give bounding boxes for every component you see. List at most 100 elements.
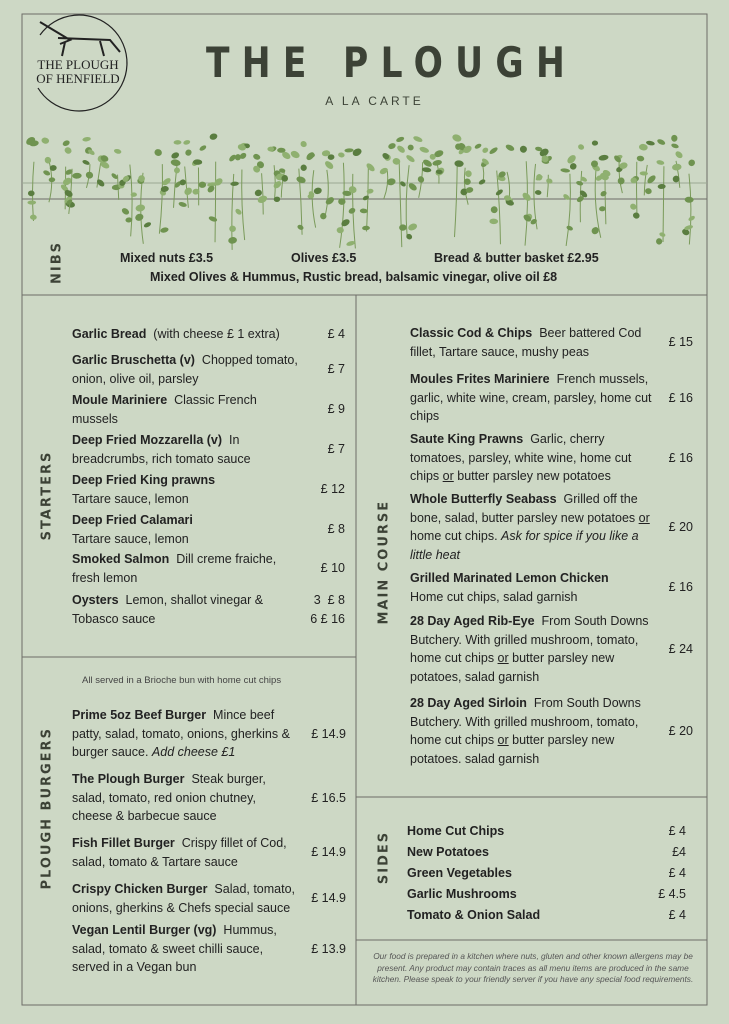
section-label: NIBS xyxy=(49,241,65,284)
item-price: £ 16.5 xyxy=(297,789,346,808)
leaf xyxy=(49,165,57,171)
title: THE PLOUGH xyxy=(205,38,578,87)
side-name: New Potatoes xyxy=(407,845,489,859)
leaf xyxy=(672,163,682,171)
leaf xyxy=(122,175,129,182)
leaf xyxy=(41,137,50,144)
vine xyxy=(339,162,345,248)
side-name: Tomato & Onion Salad xyxy=(407,908,541,922)
menu-item: Garlic Bread (with cheese £ 1 extra) £ 4 xyxy=(72,325,345,344)
leaf xyxy=(338,152,345,158)
leaf xyxy=(297,224,304,230)
leaf xyxy=(135,213,144,221)
leaf xyxy=(171,152,180,159)
vine xyxy=(546,174,549,198)
item-name: Deep Fried King prawns xyxy=(72,473,216,487)
item-text: Moules Frites Mariniere French mussels, … xyxy=(410,370,658,426)
leaf xyxy=(342,190,352,197)
leaf xyxy=(406,155,415,163)
item-desc: French mussels, garlic, white wine, crea… xyxy=(410,372,652,423)
leaf xyxy=(567,155,576,164)
leaf xyxy=(379,167,388,175)
leaf xyxy=(617,177,625,185)
desc-part: From South Downs Butchery. With grilled … xyxy=(410,696,641,747)
leaf xyxy=(522,192,531,201)
item-text: Garlic Bruschetta (v) Chopped tomato, on… xyxy=(72,351,304,388)
desc-part: Mince beef patty, salad, tomato, onions,… xyxy=(72,708,290,759)
leaf xyxy=(590,160,599,168)
leaf xyxy=(452,134,462,142)
item-desc: In breadcrumbs, rich tomato sauce xyxy=(72,433,251,466)
leaf xyxy=(344,148,354,153)
item-price: 3 £ 8 6 £ 16 xyxy=(304,591,345,628)
vine xyxy=(496,170,501,245)
leaf xyxy=(234,154,241,161)
leaf xyxy=(160,227,169,233)
leaf xyxy=(463,145,472,154)
item-price: £ 16 xyxy=(658,578,693,597)
leaf xyxy=(417,176,425,183)
item-name: Deep Fried Mozzarella (v) xyxy=(72,433,223,447)
leaf xyxy=(498,171,506,178)
leaf xyxy=(72,172,82,179)
price-line: 3 £ 8 xyxy=(313,593,345,607)
item-name: Garlic Bruschetta (v) xyxy=(72,353,195,367)
leaf xyxy=(43,170,51,176)
desc-part: Steak burger, salad, tomato, red onion c… xyxy=(72,772,266,823)
leaf xyxy=(490,206,498,214)
desc-part: (with cheese £ 1 extra) xyxy=(153,327,280,341)
leaf xyxy=(505,199,514,206)
leaf xyxy=(563,194,570,200)
leaf xyxy=(273,181,282,189)
item-text: Classic Cod & Chips Beer battered Cod fi… xyxy=(410,324,658,361)
item-text: Vegan Lentil Burger (vg) Hummus, salad, … xyxy=(72,921,297,977)
desc-part: Chopped tomato, onion, olive oil, parsle… xyxy=(72,353,298,386)
leaf xyxy=(179,179,186,186)
leaf xyxy=(111,173,118,179)
leaf xyxy=(162,178,171,186)
leaf xyxy=(257,195,268,203)
side-item: Green Vegetables £ 4 xyxy=(407,866,686,880)
item-text: Garlic Bread (with cheese £ 1 extra) xyxy=(72,325,304,344)
side-price: £4 xyxy=(672,845,686,859)
item-price: £ 16 xyxy=(658,389,693,408)
leaf xyxy=(348,207,356,214)
leaf xyxy=(489,218,499,225)
leaf xyxy=(362,225,370,231)
leaf xyxy=(235,208,242,215)
menu-item: Crispy Chicken Burger Salad, tomato, oni… xyxy=(72,880,346,917)
leaf xyxy=(539,148,549,157)
leaf xyxy=(435,169,443,175)
leaf xyxy=(656,160,665,165)
item-desc: Beer battered Cod fillet, Tartare sauce,… xyxy=(410,326,641,359)
leaf xyxy=(504,195,511,201)
leaf xyxy=(382,152,390,160)
leaf xyxy=(199,145,207,151)
side-item: Home Cut Chips £ 4 xyxy=(407,824,686,838)
side-price: £ 4 xyxy=(668,908,686,922)
allergen-note: Our food is prepared in a kitchen where … xyxy=(372,951,694,984)
price-line: £ 16 xyxy=(668,390,693,405)
leaf xyxy=(336,227,344,234)
leaf xyxy=(325,161,334,169)
item-name: Oysters xyxy=(72,593,119,607)
vine xyxy=(524,161,528,246)
nib-item: Bread & butter basket £2.95 xyxy=(434,251,599,265)
menu-item: Grilled Marinated Lemon Chicken Home cut… xyxy=(410,569,693,606)
leaf xyxy=(192,159,203,165)
price-line: £ 24 xyxy=(668,641,693,656)
leaf xyxy=(300,141,307,148)
item-price: £ 7 xyxy=(304,440,345,459)
vine xyxy=(383,170,389,200)
leaf xyxy=(535,175,543,181)
vine xyxy=(129,164,133,237)
leaf xyxy=(633,212,640,219)
price-line: £ 15 xyxy=(668,335,693,350)
leaf xyxy=(237,144,246,151)
leaf xyxy=(308,153,315,158)
leaf xyxy=(338,198,346,205)
nib-platter: Mixed Olives & Hummus, Rustic bread, bal… xyxy=(150,270,558,284)
item-desc: Tartare sauce, lemon xyxy=(72,530,304,549)
item-text: Grilled Marinated Lemon Chicken Home cut… xyxy=(410,569,658,606)
